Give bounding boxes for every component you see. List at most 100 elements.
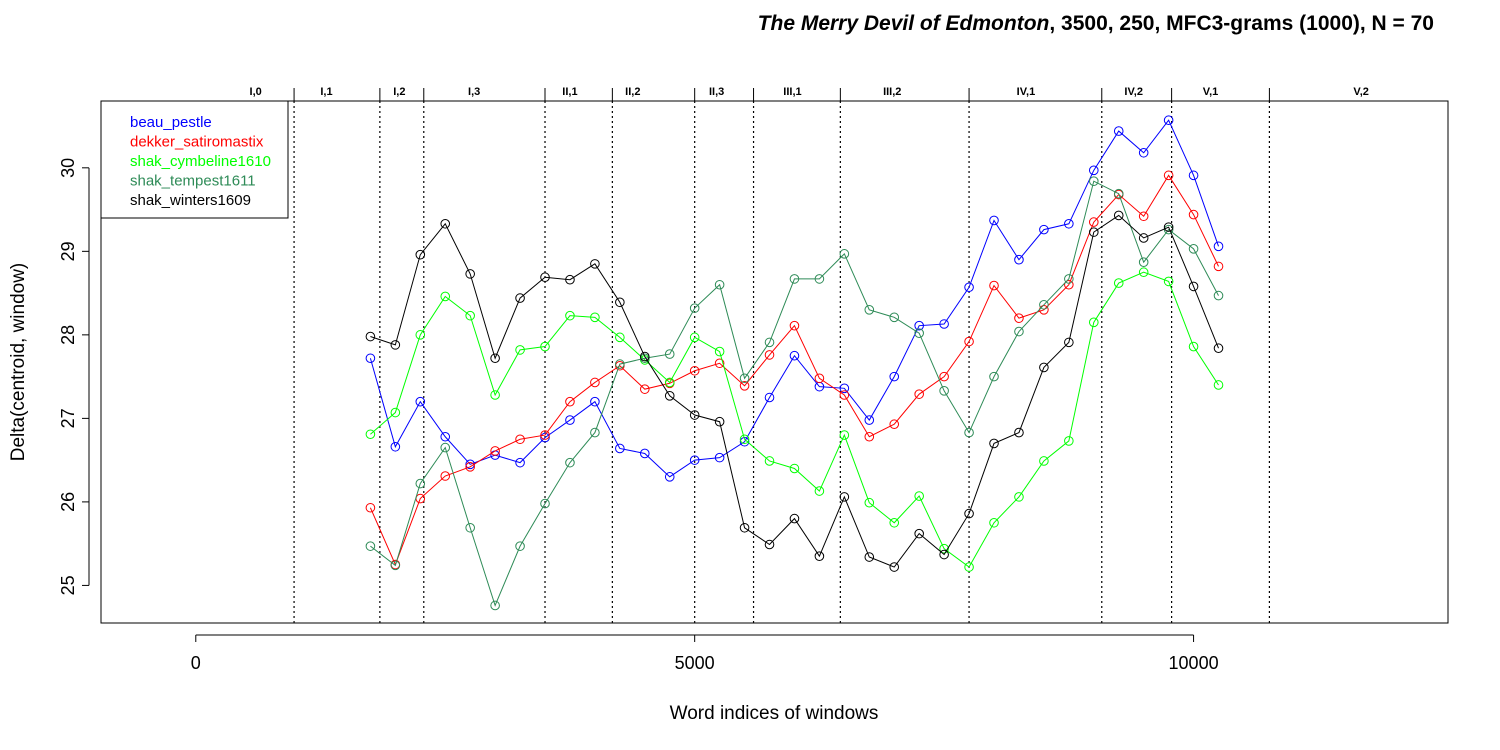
data-point xyxy=(739,373,750,384)
data-point xyxy=(440,291,451,302)
data-point xyxy=(764,456,775,466)
data-point xyxy=(889,371,900,382)
data-point xyxy=(1138,147,1149,158)
data-point xyxy=(515,345,525,355)
data-point xyxy=(1113,210,1124,221)
data-point xyxy=(914,328,924,338)
data-point xyxy=(789,463,800,474)
data-point xyxy=(789,350,800,361)
y-tick-label: 26 xyxy=(58,492,78,512)
y-axis-label: Delta(centroid, window) xyxy=(8,263,29,462)
data-point xyxy=(664,377,675,388)
data-point xyxy=(1213,380,1224,390)
legend-entry: shak_winters1609 xyxy=(130,192,251,209)
data-point xyxy=(415,330,426,340)
data-point xyxy=(1064,337,1074,348)
data-point xyxy=(440,471,451,481)
data-point xyxy=(714,279,725,290)
scene-label: IV,1 xyxy=(1017,86,1036,98)
data-point xyxy=(1064,274,1074,284)
data-point xyxy=(1014,492,1024,502)
scene-label: V,1 xyxy=(1203,86,1219,98)
data-point xyxy=(789,513,800,524)
data-point xyxy=(1039,299,1049,310)
data-point xyxy=(864,552,875,562)
data-point xyxy=(440,442,451,453)
data-point xyxy=(664,472,675,482)
data-point xyxy=(590,427,600,438)
data-point xyxy=(390,407,401,418)
data-point xyxy=(814,551,825,561)
data-point xyxy=(415,478,426,489)
data-point xyxy=(889,312,900,323)
chart-title: The Merry Devil of Edmonton, 3500, 250, … xyxy=(758,12,1434,36)
data-point xyxy=(1163,222,1174,232)
data-point xyxy=(515,541,525,551)
data-point xyxy=(714,416,725,427)
data-point xyxy=(515,457,525,468)
data-point xyxy=(789,274,800,284)
data-point xyxy=(390,560,401,571)
data-point xyxy=(1188,244,1199,254)
data-point xyxy=(1138,211,1149,222)
data-point xyxy=(390,340,401,350)
data-point xyxy=(615,359,625,369)
data-point xyxy=(1188,341,1199,352)
series-beau_pestle xyxy=(365,115,1224,482)
data-point xyxy=(440,431,451,442)
data-point xyxy=(565,310,575,321)
data-point xyxy=(1088,317,1099,328)
data-point xyxy=(989,517,999,528)
data-point xyxy=(615,443,625,454)
data-point xyxy=(1138,257,1149,267)
data-point xyxy=(764,392,775,403)
data-point xyxy=(1163,170,1174,181)
data-point xyxy=(864,431,875,442)
data-point xyxy=(939,549,949,560)
data-point xyxy=(1188,209,1199,220)
data-point xyxy=(1138,267,1149,278)
legend-entry: shak_tempest1611 xyxy=(130,173,256,190)
data-point xyxy=(490,446,500,456)
data-point xyxy=(989,371,999,382)
data-point xyxy=(1163,224,1174,235)
data-point xyxy=(540,498,550,509)
legend-entry: shak_cymbeline1610 xyxy=(130,153,271,170)
data-point xyxy=(565,457,575,468)
data-point xyxy=(490,390,500,400)
data-point xyxy=(639,351,650,362)
data-point xyxy=(1163,276,1174,287)
data-point xyxy=(889,517,900,528)
data-point xyxy=(490,353,500,364)
series-lines xyxy=(365,115,1224,611)
x-tick-label: 5000 xyxy=(675,653,715,673)
data-point xyxy=(390,441,401,452)
data-point xyxy=(365,429,376,440)
y-tick-label: 30 xyxy=(58,158,78,178)
data-point xyxy=(540,341,550,352)
data-point xyxy=(1113,188,1124,199)
scene-label: I,1 xyxy=(320,86,332,98)
y-axis: 25 26 27 28 29 30 xyxy=(58,158,90,595)
data-point xyxy=(565,396,575,407)
data-point xyxy=(914,320,924,331)
data-point xyxy=(739,434,750,445)
scene-label: V,2 xyxy=(1353,86,1369,98)
data-point xyxy=(714,346,725,357)
y-tick-label: 29 xyxy=(58,241,78,261)
data-point xyxy=(989,215,999,226)
data-point xyxy=(1138,233,1149,243)
data-point xyxy=(465,269,475,279)
data-point xyxy=(465,522,475,533)
data-point xyxy=(515,434,525,445)
scene-boundary-lines xyxy=(293,101,1270,623)
chart-title-params: , 3500, 250, MFC3-grams (1000), N = 70 xyxy=(1049,12,1434,35)
scene-label: II,1 xyxy=(562,86,577,98)
data-point xyxy=(1088,227,1099,237)
data-point xyxy=(739,381,750,391)
data-point xyxy=(1113,126,1124,136)
data-point xyxy=(864,305,875,315)
data-point xyxy=(639,384,650,394)
data-point xyxy=(839,430,850,440)
